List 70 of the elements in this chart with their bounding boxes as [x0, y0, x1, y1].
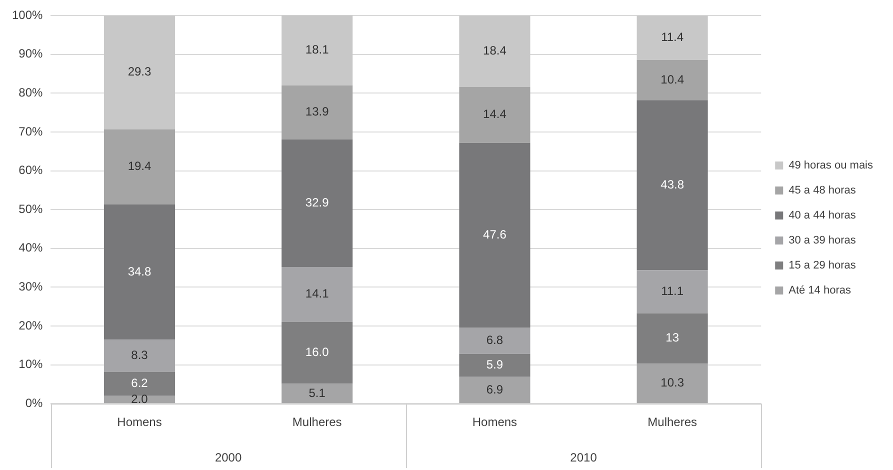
bar [636, 100, 708, 270]
legend-label: 15 a 29 horas [788, 260, 856, 272]
data-label: 34.8 [128, 264, 152, 278]
x-tick-label: Mulheres [648, 415, 697, 430]
data-label: 47.6 [483, 228, 507, 242]
data-label: 43.8 [660, 177, 684, 192]
data-label: 10.3 [660, 376, 684, 390]
y-tick-label: 80% [18, 86, 44, 100]
data-label: 10.4 [660, 72, 684, 86]
data-label: 6.2 [131, 376, 148, 390]
bar [104, 340, 176, 372]
data-label: 32.9 [305, 196, 330, 210]
data-label: 11.1 [661, 284, 684, 298]
text: 2000 [214, 450, 242, 464]
bar [104, 372, 176, 396]
bar [459, 142, 530, 328]
data-label: 6.9 [486, 382, 504, 396]
bar [636, 313, 708, 364]
bar [282, 139, 353, 268]
data-label: 29.3 [128, 64, 152, 79]
bar [459, 86, 530, 143]
text: 2010 [570, 450, 598, 464]
data-label: 8.3 [131, 348, 148, 362]
bar [282, 322, 353, 384]
bar [636, 60, 708, 100]
legend-label: 49 horas ou mais [788, 160, 874, 172]
y-tick-label: 0% [25, 396, 44, 410]
bar [282, 85, 353, 140]
bar [459, 354, 530, 377]
bar [282, 384, 353, 404]
y-tick-label: 90% [18, 46, 44, 61]
y-tick-label: 40% [18, 240, 44, 255]
data-label: 6.8 [486, 333, 504, 348]
data-label: 2.0 [131, 392, 148, 406]
legend-label: 30 a 39 horas [788, 234, 856, 247]
y-tick-label: 50% [18, 202, 44, 216]
bar [636, 364, 708, 404]
y-tick-label: 20% [18, 318, 44, 332]
data-label: 18.1 [305, 42, 330, 57]
y-tick-label: 10% [18, 357, 44, 372]
data-label: 18.4 [483, 44, 507, 58]
bar [104, 129, 176, 205]
legend-label: Até 14 horas [788, 284, 852, 297]
legend-label: 40 a 44 horas [788, 210, 856, 222]
y-tick-label: 30% [18, 280, 44, 294]
bar [282, 267, 353, 322]
data-label: 19.4 [128, 159, 152, 174]
bar [104, 16, 176, 130]
bar [104, 204, 176, 340]
bar [282, 15, 353, 86]
x-tick-label: Mulheres [292, 415, 342, 430]
data-label: 5.1 [308, 386, 326, 400]
legend-label: 45 a 48 horas [788, 184, 856, 197]
data-label: 16.0 [305, 345, 330, 360]
bar [636, 16, 708, 60]
y-tick-label: 60% [18, 163, 44, 178]
y-tick-label: 100% [12, 8, 44, 22]
bar [459, 328, 530, 354]
bar [636, 270, 708, 314]
x-tick-label: Homens [472, 415, 518, 430]
data-label: 5.9 [486, 358, 504, 372]
y-tick-label: 70% [18, 124, 44, 138]
data-label: 11.4 [661, 30, 684, 44]
bar [459, 376, 530, 404]
x-tick-label: Homens [117, 415, 162, 430]
data-label: 14.1 [305, 286, 330, 301]
data-label: 13.9 [305, 104, 330, 119]
data-label: 13 [666, 330, 680, 345]
data-label: 14.4 [483, 107, 507, 122]
bar [459, 16, 530, 87]
